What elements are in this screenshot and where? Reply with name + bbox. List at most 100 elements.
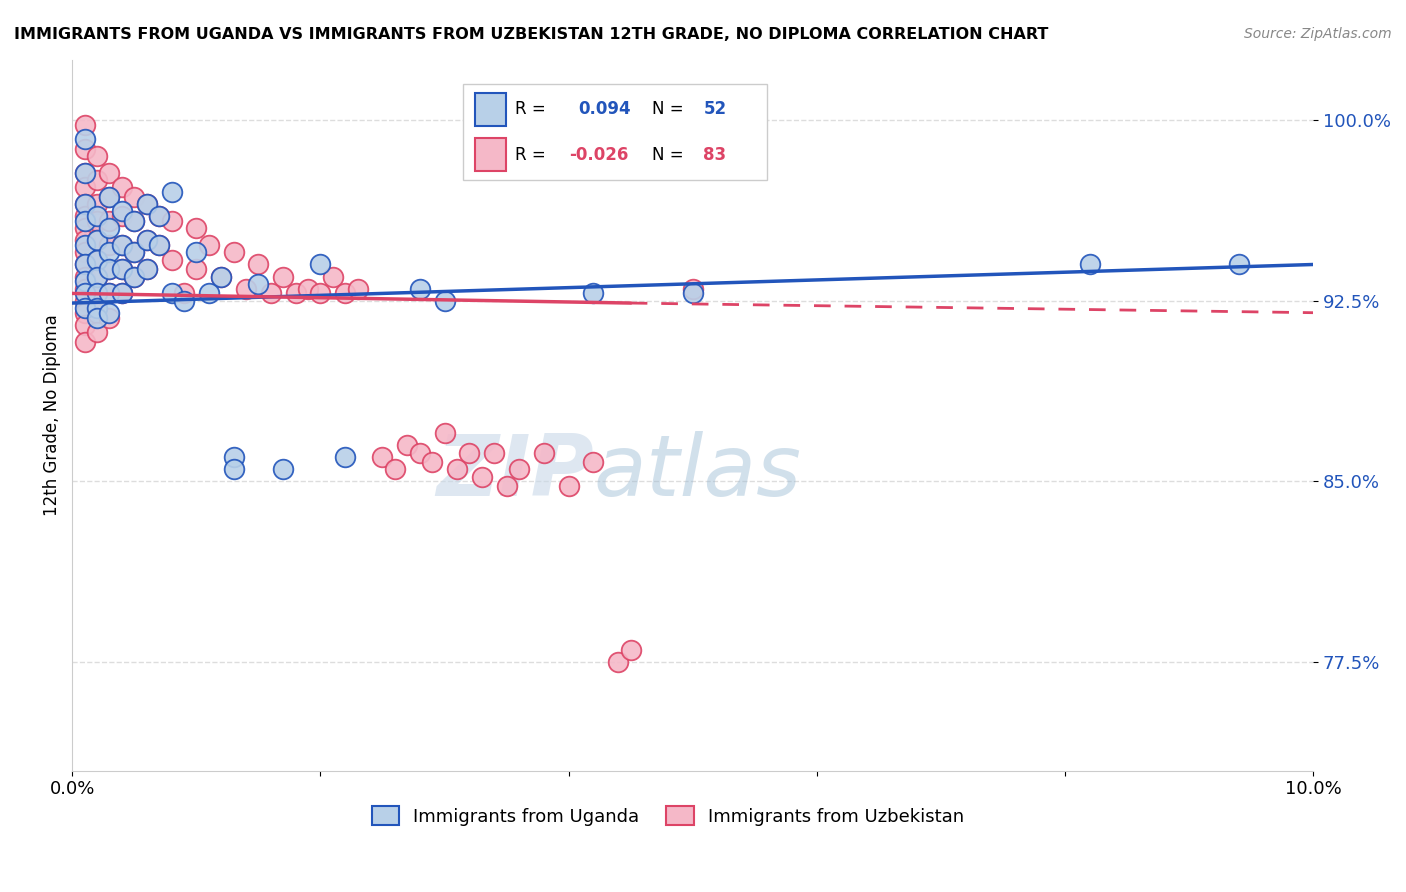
Point [458, 445, 481, 459]
Point [409, 282, 432, 296]
Point [124, 269, 146, 284]
Point [73, 166, 96, 180]
Point [446, 462, 468, 476]
Point [186, 262, 208, 277]
Point [73, 142, 96, 156]
Point [433, 293, 456, 308]
Point [346, 282, 368, 296]
Text: IMMIGRANTS FROM UGANDA VS IMMIGRANTS FROM UZBEKISTAN 12TH GRADE, NO DIPLOMA CORR: IMMIGRANTS FROM UGANDA VS IMMIGRANTS FRO… [14, 27, 1049, 42]
Point [222, 450, 245, 465]
Point [73, 282, 96, 296]
Point [86, 233, 108, 247]
Point [73, 286, 96, 301]
Point [124, 214, 146, 228]
Point [335, 450, 357, 465]
Point [209, 269, 232, 284]
Point [235, 282, 257, 296]
Point [73, 214, 96, 228]
Point [148, 209, 170, 223]
Point [73, 238, 96, 252]
Point [197, 286, 219, 301]
Point [197, 238, 219, 252]
Point [73, 221, 96, 235]
Point [135, 233, 157, 247]
Point [533, 445, 555, 459]
Point [111, 204, 134, 219]
Point [98, 286, 121, 301]
Point [73, 197, 96, 211]
Point [124, 245, 146, 260]
Point [682, 286, 704, 301]
Point [271, 462, 294, 476]
Point [73, 233, 96, 247]
Point [173, 293, 195, 308]
Point [86, 233, 108, 247]
Point [160, 185, 183, 199]
Point [73, 118, 96, 132]
Point [73, 180, 96, 194]
Point [111, 238, 134, 252]
Point [86, 301, 108, 315]
Point [98, 286, 121, 301]
Point [111, 180, 134, 194]
Text: ZIP: ZIP [436, 431, 593, 514]
Point [682, 282, 704, 296]
Point [73, 274, 96, 288]
Point [1078, 258, 1101, 272]
Point [222, 462, 245, 476]
Point [73, 132, 96, 146]
Point [409, 445, 432, 459]
Point [86, 173, 108, 187]
Point [148, 209, 170, 223]
Point [98, 190, 121, 204]
Point [86, 306, 108, 320]
Point [135, 197, 157, 211]
Point [557, 479, 579, 493]
Text: Source: ZipAtlas.com: Source: ZipAtlas.com [1244, 27, 1392, 41]
Point [73, 197, 96, 211]
Point [73, 293, 96, 308]
Point [73, 245, 96, 260]
Text: atlas: atlas [593, 431, 801, 514]
Point [73, 258, 96, 272]
Point [98, 262, 121, 277]
Point [186, 245, 208, 260]
Point [186, 221, 208, 235]
Point [209, 269, 232, 284]
Point [420, 455, 443, 469]
Point [98, 166, 121, 180]
Point [309, 258, 332, 272]
Point [173, 286, 195, 301]
Point [98, 190, 121, 204]
Point [86, 209, 108, 223]
Legend: Immigrants from Uganda, Immigrants from Uzbekistan: Immigrants from Uganda, Immigrants from … [371, 806, 965, 826]
Point [582, 455, 605, 469]
Point [86, 286, 108, 301]
Point [135, 233, 157, 247]
Point [86, 252, 108, 267]
Point [98, 238, 121, 252]
Point [160, 214, 183, 228]
Point [135, 262, 157, 277]
Point [111, 286, 134, 301]
Point [111, 209, 134, 223]
Point [73, 334, 96, 349]
Point [124, 190, 146, 204]
Point [297, 282, 319, 296]
Point [111, 238, 134, 252]
Point [86, 269, 108, 284]
Point [86, 269, 108, 284]
Point [495, 479, 517, 493]
Point [86, 310, 108, 325]
Point [86, 252, 108, 267]
Point [247, 258, 270, 272]
Point [98, 221, 121, 235]
Point [582, 286, 605, 301]
Point [98, 310, 121, 325]
Point [73, 306, 96, 320]
Point [124, 269, 146, 284]
Point [1227, 258, 1250, 272]
Point [73, 166, 96, 180]
Point [124, 245, 146, 260]
Point [148, 238, 170, 252]
